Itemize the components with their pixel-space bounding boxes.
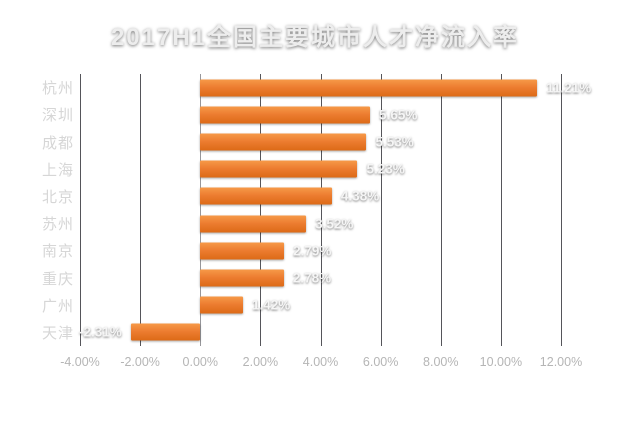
value-label: 2.78%: [292, 270, 332, 286]
category-label-chengdu: 成都: [42, 134, 75, 152]
gridline: [380, 74, 382, 346]
x-tick-label: 10.00%: [479, 355, 523, 369]
category-label-hangzhou: 杭州: [42, 80, 75, 98]
bar-beijing: [200, 187, 332, 205]
x-tick-label: 8.00%: [423, 355, 459, 369]
gridline: [500, 74, 502, 346]
bar-chongqing: [200, 269, 284, 287]
grid-layer: [80, 74, 562, 346]
x-tick-label: 12.00%: [539, 355, 583, 369]
bar-row: 11.21%: [80, 74, 591, 101]
plot-area: 11.21% 5.65% 5.53% 5.23% 4.38% 3.52%: [79, 74, 591, 346]
bar-row: 3.52%: [80, 210, 561, 237]
category-label-guangzhou: 广州: [42, 297, 75, 315]
category-axis: 杭州 深圳 成都 上海 北京 苏州 南京 重庆 广州 天津: [42, 74, 80, 346]
zero-axis-line: [200, 74, 202, 346]
bar-guangzhou: [200, 296, 243, 314]
x-tick-label: 2.00%: [242, 355, 279, 369]
gridline: [561, 74, 562, 346]
x-axis: -4.00% -2.00% 0.00% 2.00% 4.00% 6.00% 8.00% 10.…: [60, 355, 582, 373]
gridline: [440, 74, 442, 346]
bar-shenzhen: [200, 106, 371, 124]
x-tick-label: 6.00%: [362, 355, 399, 369]
value-label: 5.23%: [366, 161, 405, 177]
x-tick-label: 0.00%: [182, 355, 218, 369]
bar-nanjing: [200, 242, 285, 260]
bar-row: 1.42%: [80, 292, 561, 319]
gridline: [320, 74, 322, 346]
chart-title: 2017H1全国主要城市人才净流入率: [110, 24, 520, 51]
bar-tianjin: [130, 323, 201, 341]
bar-row: 4.38%: [80, 183, 561, 210]
value-label: 2.79%: [293, 243, 332, 259]
category-label-beijing: 北京: [42, 188, 75, 206]
bar-row: 5.53%: [80, 128, 561, 155]
gridline: [80, 74, 81, 346]
value-label: 3.52%: [315, 216, 354, 232]
bar-suzhou: [200, 215, 307, 233]
gridline: [260, 74, 262, 346]
bar-hangzhou: [200, 79, 538, 97]
bar-chengdu: [200, 133, 367, 151]
bar-row: 5.65%: [80, 101, 561, 128]
bar-row: 5.23%: [80, 156, 561, 183]
value-label: 5.53%: [375, 134, 414, 150]
value-label: 11.21%: [546, 80, 592, 96]
category-label-chongqing: 重庆: [42, 270, 75, 288]
category-label-shanghai: 上海: [42, 161, 75, 179]
category-label-suzhou: 苏州: [42, 216, 75, 234]
value-label: -2.31%: [79, 324, 122, 340]
x-tick-label: -4.00%: [60, 355, 100, 369]
value-label: 5.65%: [379, 107, 418, 123]
category-label-nanjing: 南京: [42, 243, 75, 261]
x-tick-label: 4.00%: [302, 355, 339, 369]
bar-rows: 11.21% 5.65% 5.53% 5.23% 4.38% 3.52%: [79, 74, 591, 346]
bar-row: 2.78%: [80, 264, 561, 291]
bar-row: 2.79%: [80, 237, 561, 264]
x-tick-label: -2.00%: [120, 355, 160, 369]
value-label: 1.42%: [251, 297, 291, 313]
category-label-tianjin: 天津: [42, 324, 75, 342]
category-label-shenzhen: 深圳: [42, 107, 75, 125]
bar-row: -2.31%: [79, 319, 561, 346]
value-label: 4.38%: [340, 188, 380, 204]
bar-shanghai: [200, 160, 358, 178]
gridline: [140, 74, 142, 346]
